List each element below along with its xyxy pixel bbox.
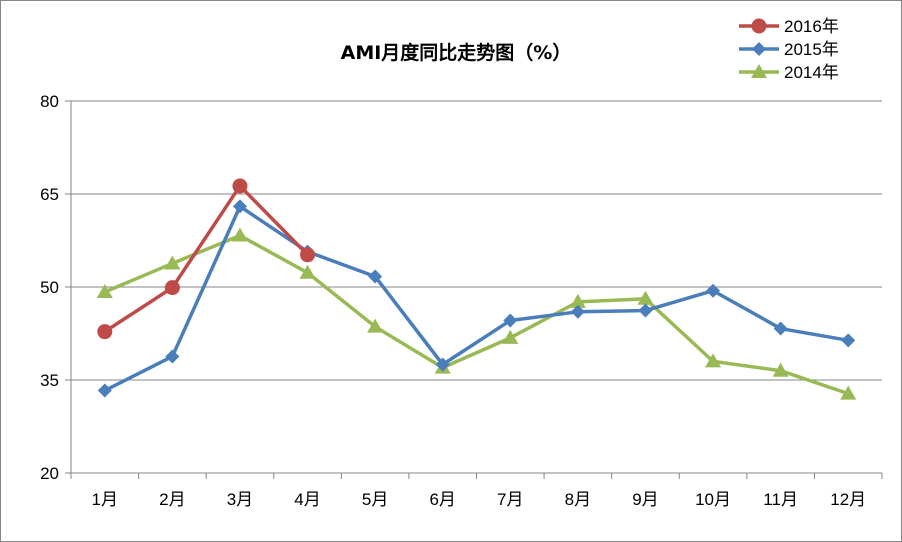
data-point xyxy=(637,290,654,305)
data-point xyxy=(300,247,316,263)
series-line xyxy=(104,233,849,396)
series-line xyxy=(103,184,309,334)
legend-item: 2015年 xyxy=(739,40,839,59)
series-2014年 xyxy=(96,227,857,400)
legend-label: 2016年 xyxy=(784,17,839,36)
legend-label: 2015年 xyxy=(784,40,839,59)
x-axis-ticks: 1月 2月 3月 4月 5月 6月 7月 8月 9月 10月 11月 12月 xyxy=(70,473,883,509)
y-tick-label: 35 xyxy=(40,371,59,390)
data-point xyxy=(638,303,653,318)
y-tick-label: 20 xyxy=(40,464,59,483)
x-tick-label: 12月 xyxy=(830,490,866,509)
data-point xyxy=(840,385,857,400)
y-tick-label: 50 xyxy=(40,278,59,297)
x-tick-label: 8月 xyxy=(565,490,591,509)
chart-title: AMI月度同比走势图（%） xyxy=(341,41,572,64)
legend: 2016年 2015年 2014年 xyxy=(739,17,839,82)
legend-item: 2014年 xyxy=(739,63,839,82)
data-point xyxy=(232,178,248,194)
y-tick-label: 80 xyxy=(40,92,59,111)
x-tick-label: 5月 xyxy=(362,490,388,509)
data-point xyxy=(367,318,384,333)
data-point xyxy=(435,357,450,372)
x-tick-label: 11月 xyxy=(763,490,798,509)
x-tick-label: 2月 xyxy=(159,490,185,509)
gridlines xyxy=(71,100,882,381)
series-line xyxy=(104,204,849,393)
y-axis-ticks: 20 35 50 65 80 xyxy=(40,92,71,483)
x-tick-label: 1月 xyxy=(92,490,118,509)
data-point xyxy=(773,321,788,336)
x-tick-label: 6月 xyxy=(429,490,455,509)
x-tick-label: 7月 xyxy=(497,490,523,509)
data-point xyxy=(569,293,586,308)
y-tick-label: 65 xyxy=(40,185,59,204)
data-point xyxy=(164,280,180,296)
legend-item: 2016年 xyxy=(739,17,839,36)
data-point xyxy=(231,227,248,242)
data-point xyxy=(368,269,383,284)
series-2016年 xyxy=(97,178,316,340)
data-point xyxy=(299,264,316,279)
x-tick-label: 10月 xyxy=(695,490,731,509)
legend-marker xyxy=(751,18,767,34)
data-point xyxy=(165,349,180,364)
data-point xyxy=(97,383,112,398)
data-point xyxy=(772,362,789,377)
data-point xyxy=(705,353,722,368)
data-point xyxy=(164,255,181,270)
x-tick-label: 3月 xyxy=(227,490,253,509)
legend-marker xyxy=(752,42,766,56)
series-2015年 xyxy=(97,199,856,398)
data-point xyxy=(97,324,113,340)
data-point xyxy=(502,329,519,344)
data-point xyxy=(503,313,518,328)
data-point xyxy=(706,283,721,298)
data-point xyxy=(232,199,247,214)
data-point xyxy=(570,304,585,319)
series-layer xyxy=(96,178,857,400)
data-point xyxy=(841,333,856,348)
x-tick-label: 9月 xyxy=(632,490,658,509)
legend-marker xyxy=(751,64,767,78)
x-tick-label: 4月 xyxy=(294,490,320,509)
data-point xyxy=(96,283,113,298)
legend-label: 2014年 xyxy=(784,63,839,82)
